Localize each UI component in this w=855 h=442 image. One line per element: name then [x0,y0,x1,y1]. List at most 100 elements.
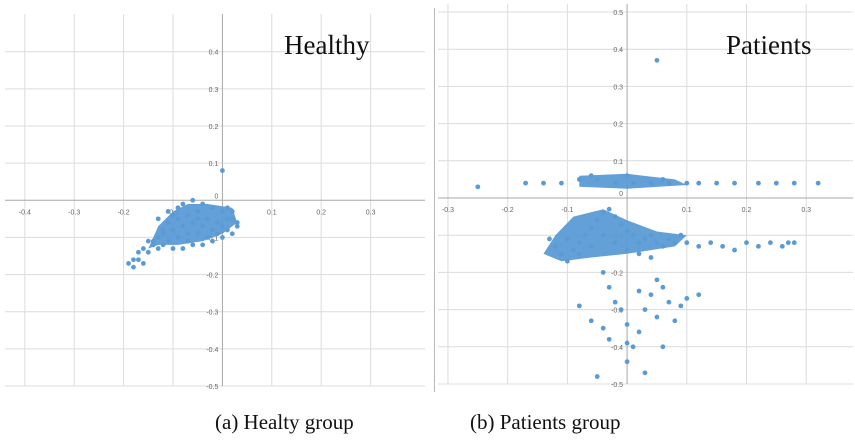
patients-data-point [756,243,761,249]
patients-data-point [612,299,618,305]
patients-data-point [684,296,690,301]
patients-data-point [547,236,552,242]
patients-x-tick-label: 0.3 [801,207,811,214]
patients-data-point [732,247,737,253]
patients-data-point [648,292,654,298]
patients-data-point [630,344,636,350]
healthy-data-point [220,168,225,173]
healthy-x-tick-label: 0.2 [316,209,326,216]
healthy-data-point [155,216,161,222]
patients-data-point [624,322,630,327]
patients-y-tick-label: -0.4 [611,345,623,352]
patients-data-point [606,284,612,290]
healthy-data-point [155,246,161,251]
patients-x-tick-label: 0.1 [682,207,692,214]
healthy-chart-title: Healthy [284,30,370,60]
patients-data-point [672,318,678,324]
patients-chart-title: Patients [726,30,812,60]
patients-data-point [600,325,606,331]
patients-data-point [660,344,666,350]
patients-x-tick-label: -0.1 [561,207,573,214]
healthy-x-tick-label: -0.3 [68,209,80,216]
patients-data-point [744,240,749,246]
healthy-point-cloud [148,204,238,249]
patients-data-point [576,303,582,309]
patients-data-point [648,255,654,260]
healthy-data-point [220,235,225,240]
healthy-y-tick-label: 0.4 [209,50,219,57]
healthy-x-tick-label: -0.2 [118,209,130,216]
healthy-data-point [126,261,131,266]
patients-data-point [696,292,702,298]
panel-divider [434,8,435,392]
patients-data-point [696,243,702,249]
patients-x-tick-label: 0.2 [742,207,752,214]
healthy-x-tick-label: -0.4 [19,209,31,216]
patients-data-point [660,284,666,290]
patients-y-tick-label: -0.3 [611,308,623,315]
patients-data-point [559,180,564,186]
healthy-y-tick-label: -0.2 [206,273,218,280]
healthy-data-point [140,261,146,266]
patients-data-point [684,180,690,186]
patients-data-point [600,270,606,275]
patients-data-point [475,184,481,190]
healthy-data-point [145,249,151,255]
patients-x-tick-label: -0.3 [442,207,454,214]
healthy-data-point [136,257,141,263]
patients-x-tick-label: -0.2 [502,207,514,214]
patients-y-tick-label: -0.5 [611,382,623,389]
patients-point-cloud [579,173,687,189]
patients-y-tick-label: -0.2 [611,270,623,277]
patients-data-point [654,57,660,63]
patients-data-point [708,240,714,246]
patients-data-point [791,180,797,186]
healthy-y-tick-label: -0.3 [206,310,218,317]
healthy-y-tick-label: 0.1 [209,161,219,168]
healthy-data-point [229,231,235,237]
healthy-data-point [145,238,151,244]
healthy-data-point [234,223,240,229]
patients-data-point [606,206,612,212]
patients-y-tick-label: 0.3 [613,84,623,91]
patients-data-point [523,180,528,186]
patients-data-point [624,340,630,346]
healthy-data-point [131,264,136,270]
patients-data-point [606,336,612,342]
healthy-data-point [210,238,215,244]
healthy-data-point [131,257,136,263]
patients-data-point [684,240,690,246]
healthy-scatter-plot: -0.4-0.3-0.2-0.10.10.20.30.40.30.20.10-0… [5,14,425,391]
healthy-chart-panel: -0.4-0.3-0.2-0.10.10.20.30.40.30.20.10-0… [0,0,432,392]
patients-data-point [642,307,648,312]
healthy-data-point [200,242,206,248]
patients-y-tick-label: 0 [619,191,623,198]
patients-data-point [594,374,600,379]
healthy-y-tick-label: 0.3 [209,87,219,94]
healthy-data-point [190,242,196,248]
patients-chart-panel: -0.3 -0.2 -0.1 0.1 0.2 0.3 0.5 0.4 0.3 0.2 0.1 0 -0.… [438,0,855,392]
healthy-y-tick-label: -0.5 [206,384,218,391]
patients-data-point [636,329,642,335]
patients-y-tick-label: 0.4 [613,47,623,54]
patients-data-point [791,240,797,246]
healthy-x-tick-label: 0.3 [366,209,376,216]
patients-data-point [714,180,720,186]
healthy-data-point [136,249,141,255]
patients-data-point [779,243,785,249]
healthy-y-tick-label: 0.2 [209,124,219,131]
patients-data-point [541,180,546,186]
healthy-data-point [140,246,146,251]
healthy-y-tick-label: -0.4 [206,347,218,354]
patients-scatter-plot: -0.3 -0.2 -0.1 0.1 0.2 0.3 0.5 0.4 0.3 0.2 0.1 0 -0.… [438,4,853,389]
patients-data-point [767,240,773,246]
patients-data-point [773,180,779,186]
healthy-x-tick-label: 0.1 [267,209,277,216]
patients-data-point [618,307,624,312]
patients-data-point [732,180,737,186]
patients-data-point [654,277,660,283]
healthy-data-point [180,246,186,251]
patients-data-point [636,288,642,294]
patients-data-point [588,318,594,324]
patients-data-point [696,180,702,186]
